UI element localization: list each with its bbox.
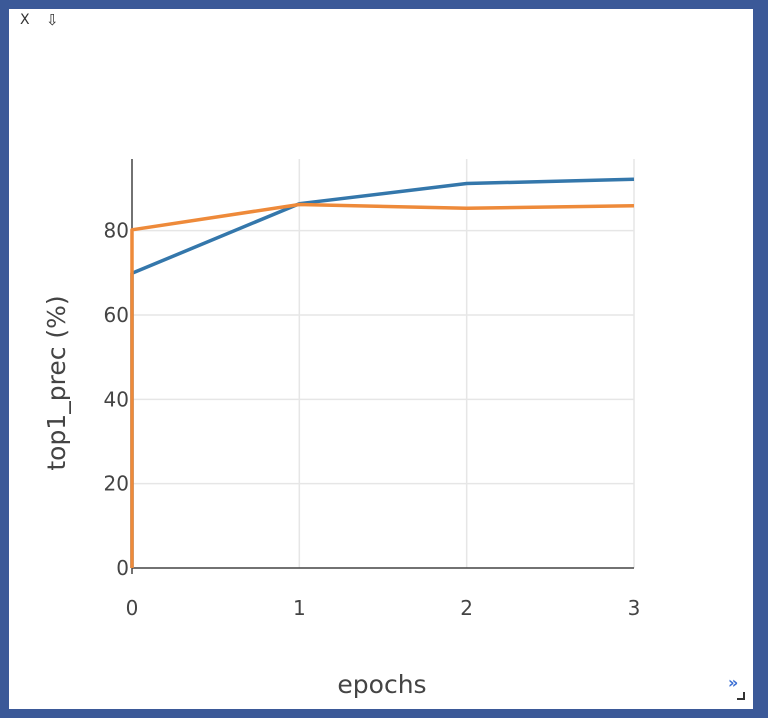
expand-button[interactable]: » — [728, 673, 739, 692]
x-axis-title: epochs — [337, 670, 426, 699]
y-tick-label: 80 — [104, 219, 129, 243]
x-tick-label: 1 — [293, 596, 306, 620]
y-axis-title: top1_prec (%) — [42, 295, 71, 470]
y-tick-label: 0 — [116, 556, 129, 580]
x-tick-label: 2 — [460, 596, 473, 620]
download-arrow-icon[interactable]: ⇩ — [46, 11, 59, 29]
x-tick-label: 0 — [126, 596, 139, 620]
x-tick-label: 3 — [628, 596, 641, 620]
series-line-1 — [130, 177, 635, 568]
close-button[interactable]: X — [20, 12, 30, 28]
y-tick-label: 40 — [104, 387, 129, 411]
plot-window: X ⇩ 0 1 2 3 0 20 40 60 80 epochs top1_prec (%) » — [9, 9, 753, 709]
tick-labels: 0 1 2 3 0 20 40 60 80 — [104, 219, 641, 620]
axes — [131, 159, 634, 574]
y-tick-label: 20 — [104, 472, 129, 496]
grid-lines — [132, 159, 635, 568]
y-tick-label: 60 — [104, 303, 129, 327]
series-line-2 — [130, 202, 635, 568]
resize-handle[interactable] — [736, 691, 745, 700]
line-chart: 0 1 2 3 0 20 40 60 80 epochs top1_prec (%) — [42, 159, 641, 699]
series-lines — [130, 177, 635, 568]
